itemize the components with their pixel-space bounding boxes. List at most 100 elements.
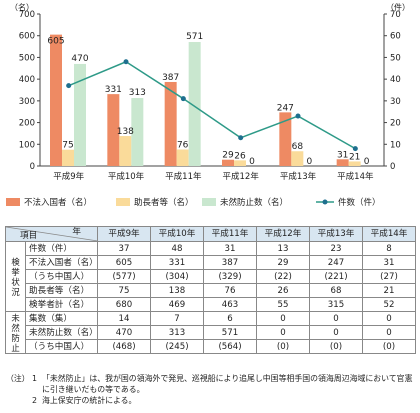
x-tick-label: 平成11年: [165, 171, 202, 182]
footnote-head: （注）: [6, 374, 30, 383]
table-cell: (22): [256, 269, 310, 284]
data-table: 年 項目 平成9年 平成10年 平成11年 平成12年 平成13年 平成14年 …: [5, 226, 416, 354]
table-cell: 13: [256, 241, 310, 256]
table-cell: 571: [203, 325, 257, 340]
table-cell: (27): [362, 269, 416, 284]
table-cell: 247: [309, 255, 363, 270]
legend-swatch: [116, 198, 130, 206]
bar-0: [50, 34, 62, 166]
x-tick-label: 平成12年: [223, 171, 260, 182]
line-series-point: [123, 59, 129, 65]
table-cell: 7: [150, 311, 204, 326]
table-row: （うち中国人） (577) (304) (329) (22) (221) (27): [6, 269, 416, 284]
table-cell: (577): [97, 269, 151, 284]
table-row: （うち中国人） (468) (245) (564) (0) (0) (0): [6, 339, 416, 354]
bar-value-label: 138: [117, 127, 134, 137]
table-cell: 68: [309, 283, 363, 298]
bar-1: [348, 161, 361, 166]
table-cell: (0): [362, 339, 416, 354]
x-tick-label: 平成13年: [280, 171, 317, 182]
footnote-1: （注） 1 「未然防止」は、我が国の領海外で発見、巡視船により追尾し中国等相手国…: [6, 373, 414, 395]
table-cell: 0: [256, 325, 310, 340]
data-table-wrapper: 年 項目 平成9年 平成10年 平成11年 平成12年 平成13年 平成14年 …: [5, 226, 416, 354]
x-tick-label: 平成9年: [53, 171, 84, 182]
table-cell: 469: [150, 297, 204, 312]
right-tick-label: 70: [390, 10, 401, 20]
legend-label: 不法入国者（名）: [24, 197, 92, 208]
bar-1: [234, 160, 246, 166]
bar-value-label: 0: [306, 157, 312, 167]
bar-value-label: 76: [177, 140, 189, 150]
header-year-cell: 平成12年: [256, 226, 310, 242]
table-cell: 605: [97, 255, 151, 270]
line-series-point: [238, 135, 244, 141]
bar-0: [107, 94, 120, 166]
table-cell: (0): [256, 339, 310, 354]
table-cell: (329): [203, 269, 257, 284]
table-cell: 6: [203, 311, 257, 326]
bar-value-label: 247: [277, 103, 294, 113]
table-cell: 680: [97, 297, 151, 312]
footnote-text: 「未然防止」は、我が国の領海外で発見、巡視船により追尾し中国等相手国の領海周辺海…: [42, 374, 413, 394]
table-cell: 470: [97, 325, 151, 340]
bar-1: [119, 136, 132, 166]
chart-line: [66, 59, 358, 152]
left-axis-unit: （名）: [10, 2, 34, 12]
bar-value-label: 29: [222, 151, 234, 161]
left-tick-label: 300: [19, 97, 35, 107]
bar-value-label: 26: [234, 151, 246, 161]
bar-value-label: 313: [129, 88, 146, 98]
combo-chart: （名） （件）0100200300400500600700010203040506…: [6, 2, 410, 208]
table-cell: 37: [97, 241, 151, 256]
right-axis-unit: （件）: [386, 2, 410, 12]
table-cell: 48: [150, 241, 204, 256]
row-label: 件数（件）: [25, 241, 98, 256]
table-cell: (0): [309, 339, 363, 354]
legend-swatch: [6, 198, 20, 206]
bar-value-label: 75: [62, 141, 73, 151]
table-cell: 75: [97, 283, 151, 298]
table-cell: 0: [309, 311, 363, 326]
table-cell: 138: [150, 283, 204, 298]
bar-1: [291, 151, 304, 166]
line-series-point: [352, 146, 358, 152]
table-cell: (245): [150, 339, 204, 354]
table-row: 検挙状況件数（件） 37 48 31 13 23 8: [5, 241, 416, 312]
line-series-point: [295, 113, 301, 119]
line-series-path: [68, 60, 356, 150]
chart-axes: （名） （件）0100200300400500600700010203040506…: [10, 2, 410, 182]
header-year-cell: 平成9年: [97, 226, 151, 242]
table-cell: (468): [97, 339, 151, 354]
bar-value-label: 605: [47, 37, 64, 47]
bar-0: [222, 159, 234, 166]
table-cell: 0: [256, 311, 310, 326]
bar-value-label: 31: [337, 150, 348, 160]
right-tick-label: 0: [390, 162, 395, 172]
left-tick-label: 500: [19, 53, 35, 63]
left-tick-label: 400: [19, 75, 35, 85]
bar-value-label: 571: [186, 32, 203, 42]
table-row: 検挙者計（名） 680 469 463 55 315 52: [6, 297, 416, 312]
right-tick-label: 60: [390, 32, 401, 42]
header-diagonal: [6, 227, 97, 241]
table-cell: 55: [256, 297, 310, 312]
right-tick-label: 10: [390, 140, 401, 150]
table-cell: 8: [362, 241, 416, 256]
table-cell: 31: [203, 241, 257, 256]
header-year-cell: 平成10年: [150, 226, 204, 242]
line-series-point: [180, 96, 186, 102]
footnote-2: 2 海上保安庁の統計による。: [6, 395, 414, 406]
row-label: （うち中国人）: [25, 269, 98, 284]
row-label: 不法入国者（名）: [25, 255, 98, 270]
table-cell: 76: [203, 283, 257, 298]
table-cell: 0: [309, 325, 363, 340]
bar-value-label: 0: [249, 157, 255, 167]
table-cell: 26: [256, 283, 310, 298]
bar-0: [164, 81, 177, 166]
legend-point-swatch: [322, 199, 328, 205]
table-header-row: 年 項目 平成9年 平成10年 平成11年 平成12年 平成13年 平成14年: [5, 226, 416, 242]
bar-2: [74, 63, 86, 166]
bar-1: [176, 149, 189, 166]
table-row: 未然防止集数（集） 14 7 6 0 0 0: [5, 311, 416, 354]
